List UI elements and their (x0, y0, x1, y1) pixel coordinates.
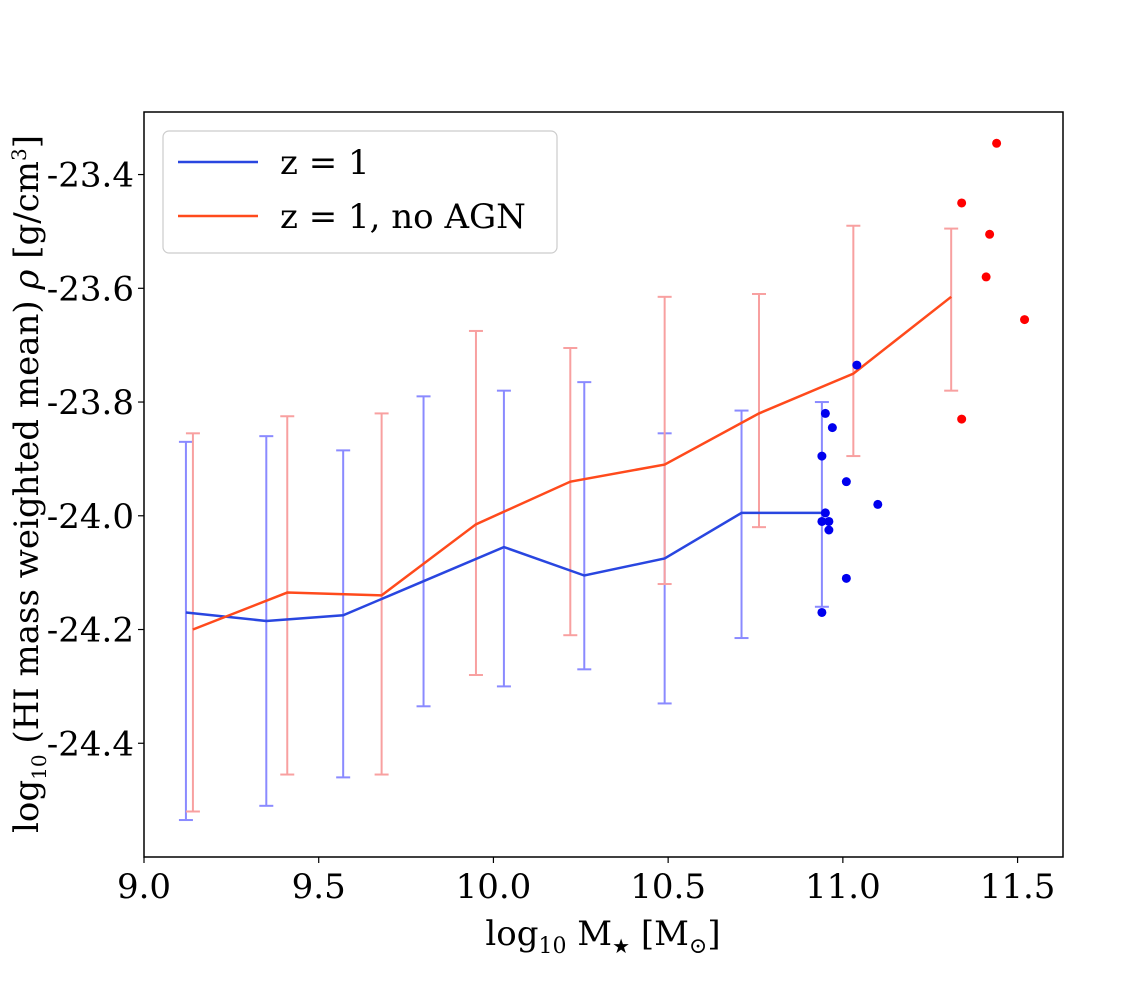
scatter-point (841, 477, 851, 487)
x-tick-label: 10.0 (456, 867, 532, 907)
y-tick-label: -23.4 (47, 156, 134, 196)
scatter-point (852, 360, 862, 370)
x-tick-label: 9.0 (117, 867, 171, 907)
y-tick-label: -24.4 (47, 724, 134, 764)
scatter-point (817, 451, 827, 461)
series-line-0 (185, 511, 822, 623)
legend-label-z1-no-agn: z = 1, no AGN (280, 197, 526, 237)
scatter-point (817, 607, 827, 617)
x-tick-label: 11.5 (980, 867, 1056, 907)
x-ticks: 9.0 9.5 10.0 10.5 11.0 11.5 (117, 857, 1055, 907)
y-axis-label: log10 (HI mass weighted mean) ρ [g/cm3] (7, 135, 51, 833)
legend-label-z1: z = 1 (280, 143, 370, 183)
scatter-point (841, 573, 851, 583)
scatter-point (992, 138, 1002, 148)
x-tick-label: 9.5 (292, 867, 346, 907)
y-tick-label: -24.2 (47, 611, 134, 651)
scatter-point (981, 272, 991, 282)
scatter-point (1020, 315, 1030, 325)
y-tick-label: -23.6 (47, 269, 134, 309)
series-lines (185, 295, 952, 631)
scatter-points (817, 138, 1030, 617)
scatter-point (820, 508, 830, 518)
scatter-point (817, 516, 827, 526)
x-tick-label: 11.0 (805, 867, 881, 907)
scatter-point (957, 414, 967, 424)
scatter-point (985, 229, 995, 239)
scatter-point (873, 499, 883, 509)
scatter-point (957, 198, 967, 208)
y-tick-label: -23.8 (47, 383, 134, 423)
y-tick-label: -24.0 (47, 497, 134, 537)
series-line-1 (192, 295, 952, 631)
scatter-point (824, 525, 834, 535)
scatter-point (827, 423, 837, 433)
x-tick-label: 10.5 (630, 867, 706, 907)
y-ticks: -24.4 -24.2 -24.0 -23.8 -23.6 -23.4 (47, 156, 144, 764)
scatter-point (824, 516, 834, 526)
scatter-point (820, 408, 830, 418)
x-axis-label: log10 M★ [M⊙] (485, 914, 720, 959)
legend: z = 1 z = 1, no AGN (162, 130, 558, 254)
legend-box (162, 130, 558, 254)
